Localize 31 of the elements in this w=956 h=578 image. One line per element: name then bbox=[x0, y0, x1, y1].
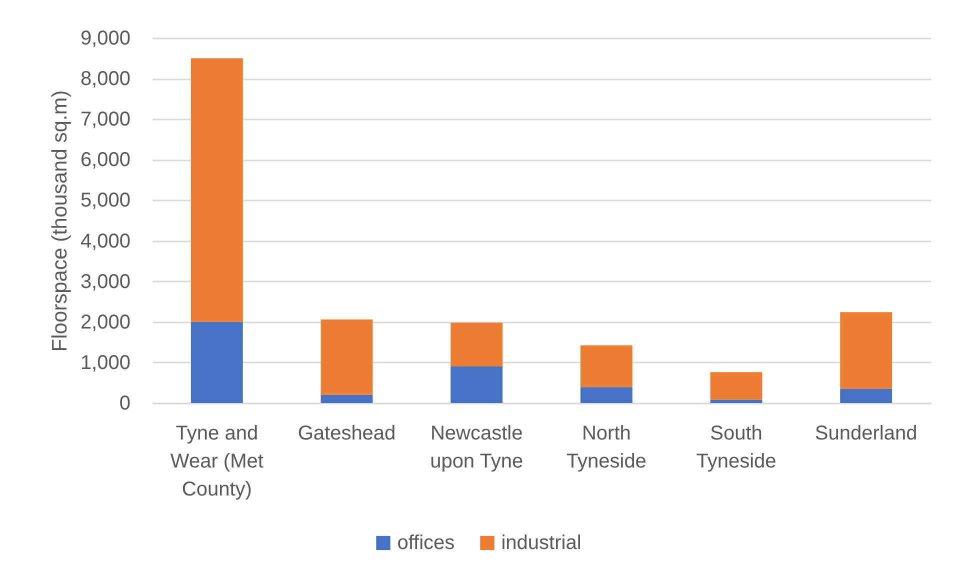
x-tick-label: South Tyneside bbox=[696, 422, 776, 472]
legend-label: industrial bbox=[501, 532, 582, 554]
x-tick-label: Newcastle upon Tyne bbox=[430, 422, 524, 472]
x-tick-label: North Tyneside bbox=[566, 422, 646, 472]
bar bbox=[580, 387, 632, 403]
y-tick-label: 8,000 bbox=[80, 68, 130, 90]
bar bbox=[450, 366, 503, 403]
y-tick-label: 5,000 bbox=[80, 190, 130, 212]
bar bbox=[580, 345, 632, 388]
bar bbox=[710, 400, 762, 403]
x-tick-label: Tyne and Wear (Met County) bbox=[170, 422, 264, 500]
y-tick-label: 2,000 bbox=[80, 311, 130, 334]
x-tick-label: Sunderland bbox=[814, 422, 918, 444]
bar bbox=[710, 372, 762, 400]
y-tick-label: 1,000 bbox=[80, 352, 130, 374]
bar bbox=[190, 58, 243, 322]
x-tick-label: Gateshead bbox=[298, 422, 396, 444]
y-axis-title: Floorspace (thousand sq.m) bbox=[48, 90, 72, 352]
y-tick-label: 7,000 bbox=[80, 108, 130, 131]
y-tick-label: 6,000 bbox=[80, 149, 130, 172]
bar bbox=[840, 388, 892, 403]
bar bbox=[840, 312, 892, 389]
y-tick-label: 3,000 bbox=[80, 270, 130, 293]
bar bbox=[190, 322, 243, 403]
y-tick-label: 0 bbox=[119, 392, 130, 414]
bar bbox=[450, 322, 503, 366]
y-tick-label: 4,000 bbox=[80, 230, 130, 252]
bar bbox=[320, 319, 373, 395]
legend-label: offices bbox=[397, 532, 455, 554]
y-tick-label: 9,000 bbox=[80, 28, 130, 50]
bar bbox=[320, 394, 373, 403]
